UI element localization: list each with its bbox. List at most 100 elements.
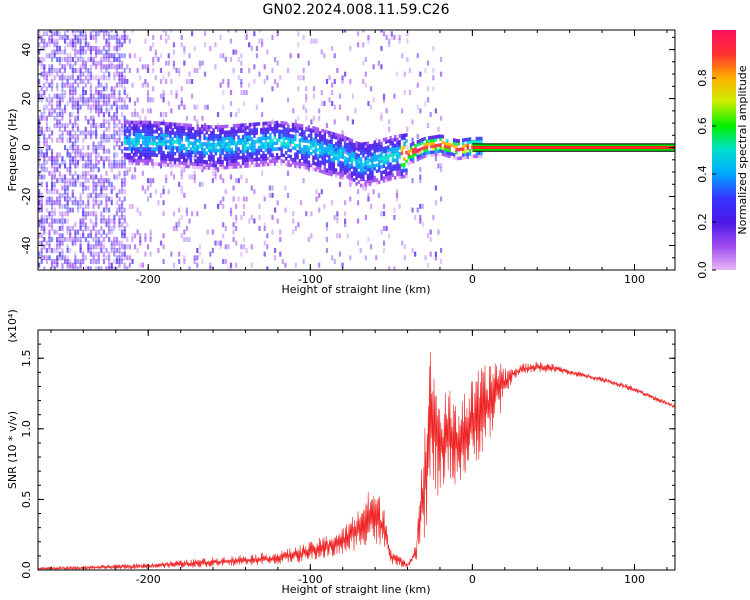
heatmap-cell <box>406 38 409 44</box>
heatmap-cell <box>139 233 142 239</box>
heatmap-cell <box>102 178 106 184</box>
heatmap-cell <box>164 121 168 126</box>
heatmap-cell <box>475 139 479 144</box>
heatmap-cell <box>43 115 46 121</box>
heatmap-cell <box>334 150 338 155</box>
heatmap-cell <box>305 139 308 144</box>
heatmap-cell <box>50 178 54 184</box>
heatmap-cell <box>63 93 67 99</box>
heatmap-cell <box>248 146 252 150</box>
heatmap-cell <box>219 142 222 147</box>
heatmap-cell <box>38 42 41 48</box>
heatmap-cell <box>302 67 305 73</box>
heatmap-cell <box>455 141 458 146</box>
heatmap-cell <box>95 189 98 195</box>
heatmap-cell <box>165 60 168 66</box>
heatmap-cell <box>328 130 331 135</box>
heatmap-cell <box>266 136 270 140</box>
heatmap-cell <box>421 140 424 145</box>
heatmap-cell <box>226 159 229 164</box>
heatmap-cell <box>406 31 409 37</box>
heatmap-cell <box>120 159 124 165</box>
heatmap-cell <box>165 78 168 84</box>
heatmap-cell <box>289 134 292 138</box>
heatmap-cell <box>144 126 147 131</box>
heatmap-cell <box>84 255 87 261</box>
heatmap-cell <box>210 163 213 168</box>
heatmap-cell <box>113 214 116 220</box>
heatmap-cell <box>50 225 54 231</box>
heatmap-cell <box>69 119 72 125</box>
heatmap-cell <box>144 38 147 44</box>
heatmap-cell <box>113 251 116 257</box>
heatmap-cell <box>287 148 290 153</box>
heatmap-cell <box>242 196 246 202</box>
heatmap-cell <box>105 222 108 228</box>
heatmap-cell <box>273 147 277 151</box>
heatmap-cell <box>159 192 163 198</box>
heatmap-cell <box>92 236 95 242</box>
heatmap-cell <box>359 174 363 179</box>
heatmap-cell <box>133 108 137 114</box>
heatmap-cell <box>219 34 222 40</box>
heatmap-cell <box>223 136 227 141</box>
heatmap-cell <box>263 64 266 70</box>
heatmap-cell <box>196 67 199 73</box>
heatmap-cell <box>321 149 324 154</box>
heatmap-cell <box>123 247 126 253</box>
heatmap-cell <box>142 138 145 142</box>
heatmap-cell <box>139 129 143 134</box>
heatmap-cell <box>223 142 227 146</box>
heatmap-cell <box>105 178 108 184</box>
heatmap-cell <box>355 173 358 177</box>
heatmap-cell <box>224 225 227 231</box>
heatmap-cell <box>50 137 54 143</box>
heatmap-cell <box>118 56 121 62</box>
heatmap-cell <box>367 236 370 242</box>
heatmap-cell <box>69 163 72 169</box>
heatmap-cell <box>235 30 238 33</box>
heatmap-cell <box>357 162 361 167</box>
heatmap-cell <box>403 133 406 138</box>
heatmap-cell <box>128 120 131 125</box>
heatmap-cell <box>382 170 385 174</box>
heatmap-cell <box>477 151 481 156</box>
heatmap-cell <box>95 196 98 202</box>
heatmap-cell <box>261 38 264 44</box>
heatmap-cell <box>414 143 417 148</box>
heatmap-cell <box>312 155 315 160</box>
heatmap-cell <box>74 258 77 264</box>
heatmap-cell <box>359 163 363 167</box>
heatmap-cell <box>108 148 111 154</box>
heatmap-cell <box>193 104 196 110</box>
heatmap-cell <box>108 42 111 48</box>
heatmap-cell <box>191 147 195 152</box>
heatmap-cell <box>123 214 126 220</box>
heatmap-cell <box>120 130 124 136</box>
heatmap-cell <box>201 153 204 158</box>
heatmap-cell <box>296 155 299 160</box>
heatmap-cell <box>66 75 69 81</box>
heatmap-cell <box>403 162 406 167</box>
heatmap-cell <box>273 141 277 146</box>
heatmap-cell <box>221 139 224 144</box>
heatmap-cell <box>38 163 41 169</box>
heatmap-cell <box>53 181 56 187</box>
heatmap-cell <box>235 159 238 163</box>
heatmap-cell <box>248 131 252 136</box>
heatmap-cell <box>178 161 181 165</box>
heatmap-cell <box>108 108 111 114</box>
heatmap-cell <box>261 97 264 103</box>
heatmap-cell <box>126 255 129 261</box>
heatmap-cell <box>58 225 61 231</box>
heatmap-cell <box>164 142 168 147</box>
heatmap-cell <box>462 138 465 142</box>
heatmap-cell <box>126 129 129 134</box>
heatmap-cell <box>82 34 85 40</box>
heatmap-cell <box>325 247 329 253</box>
heatmap-cell <box>97 244 100 250</box>
heatmap-cell <box>398 151 401 156</box>
heatmap-cell <box>257 148 261 153</box>
heatmap-cell <box>128 129 131 134</box>
heatmap-cell <box>282 138 286 143</box>
